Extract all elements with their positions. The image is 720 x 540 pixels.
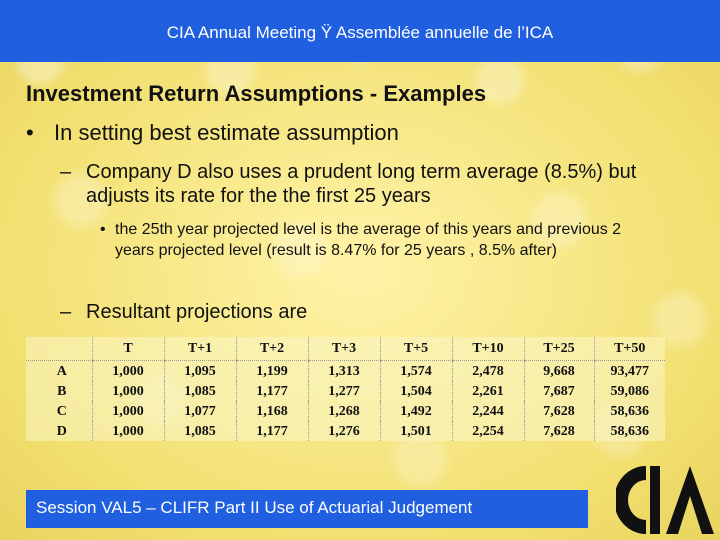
bullet-text: the 25th year projected level is the ave… [115, 221, 622, 259]
dash-icon: – [60, 161, 72, 183]
cia-logo-icon [616, 466, 714, 534]
table-header-row: T T+1 T+2 T+3 T+5 T+10 T+25 T+50 [26, 337, 665, 362]
header-cell: T+5 [379, 337, 452, 362]
header-cell: T+50 [593, 337, 665, 362]
table-cell: 7,628 [523, 401, 594, 422]
table-cell: 2,261 [451, 381, 524, 402]
table-cell: 1,000 [91, 401, 164, 422]
header-cell: T [91, 337, 164, 362]
table-cell: 93,477 [593, 360, 665, 382]
table-cell: 59,086 [593, 381, 665, 402]
table-cell: 1,000 [91, 421, 164, 441]
table-cell: 1,177 [235, 421, 308, 441]
table-cell: 1,277 [307, 381, 380, 402]
bullet-icon: • [26, 120, 34, 145]
header-cell: T+2 [235, 337, 308, 362]
table-cell: 2,244 [451, 401, 524, 422]
header-cell [26, 337, 92, 362]
row-label: D [56, 423, 67, 439]
table-cell: 1,085 [163, 381, 236, 402]
table-cell: 1,276 [307, 421, 380, 441]
session-title: Session VAL5 – CLIFR Part II Use of Actu… [36, 498, 473, 517]
slide-title: Investment Return Assumptions - Examples [26, 81, 487, 106]
table-row: D 1,000 1,085 1,177 1,276 1,501 2,254 7,… [26, 421, 665, 441]
table-cell: 1,095 [163, 360, 236, 382]
table-cell: 1,177 [235, 381, 308, 402]
header-cell: T+10 [451, 337, 524, 362]
table-cell: 1,085 [163, 421, 236, 441]
table-cell: 58,636 [593, 421, 665, 441]
header-cell: T+25 [523, 337, 594, 362]
table-cell: 58,636 [593, 401, 665, 422]
footer-banner: Session VAL5 – CLIFR Part II Use of Actu… [26, 490, 588, 528]
table-row: A 1,000 1,095 1,199 1,313 1,574 2,478 9,… [26, 360, 665, 382]
table-cell: 1,000 [91, 360, 164, 382]
table-cell: 9,668 [523, 360, 594, 382]
meeting-title: CIA Annual Meeting Ÿ Assemblée annuelle … [166, 23, 554, 42]
table-cell: 1,268 [307, 401, 380, 422]
dash-icon: – [60, 301, 72, 323]
header-cell: T+3 [307, 337, 380, 362]
table-cell: 2,478 [451, 360, 524, 382]
table-cell: 7,687 [523, 381, 594, 402]
table-cell: 1,501 [379, 421, 452, 441]
bullet-text: Company D also uses a prudent long term … [86, 161, 637, 207]
bullet-text: Resultant projections are [86, 301, 308, 323]
table-cell: 2,254 [451, 421, 524, 441]
header-cell: T+1 [163, 337, 236, 362]
table-row: C 1,000 1,077 1,168 1,268 1,492 2,244 7,… [26, 401, 665, 422]
bullet-icon: • [100, 221, 106, 238]
row-label: B [57, 383, 67, 399]
table-cell: 1,000 [91, 381, 164, 402]
row-label: C [56, 403, 67, 419]
table-cell: 1,504 [379, 381, 452, 402]
table-cell: 1,199 [235, 360, 308, 382]
table-cell: 1,492 [379, 401, 452, 422]
header-banner: CIA Annual Meeting Ÿ Assemblée annuelle … [0, 0, 720, 62]
table-cell: 7,628 [523, 421, 594, 441]
table-row: B 1,000 1,085 1,177 1,277 1,504 2,261 7,… [26, 381, 665, 402]
table-cell: 1,574 [379, 360, 452, 382]
table-cell: 1,313 [307, 360, 380, 382]
table-cell: 1,168 [235, 401, 308, 422]
bullet-text: In setting best estimate assumption [54, 120, 399, 145]
row-label: A [56, 363, 67, 379]
table-cell: 1,077 [163, 401, 236, 422]
projections-table: T T+1 T+2 T+3 T+5 T+10 T+25 T+50 A 1,000… [26, 337, 665, 441]
